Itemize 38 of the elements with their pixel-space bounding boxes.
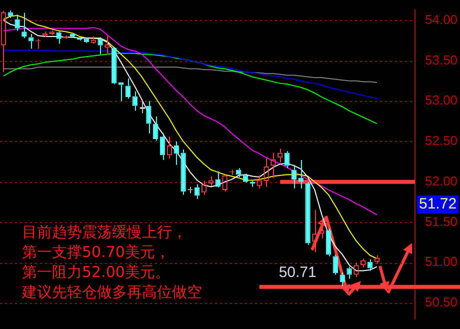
candlestick (291, 164, 297, 189)
candlestick (118, 82, 124, 102)
y-tick-label: 52.00 (425, 173, 458, 188)
y-tick-label: 51.00 (425, 254, 458, 270)
candlestick (14, 14, 20, 32)
candlestick (160, 132, 166, 161)
y-tick-label: 53.50 (425, 52, 458, 68)
candlestick (326, 228, 332, 257)
candlestick (132, 90, 138, 112)
annotation: 目前趋势震荡缓慢上行， (22, 222, 188, 242)
candlestick (180, 149, 186, 196)
candlestick (332, 254, 338, 276)
annotation: 51.72 (419, 196, 457, 213)
candlestick (146, 100, 152, 134)
candlestick (70, 32, 76, 38)
candlestick (56, 31, 62, 44)
annotation: 第一支撑50.70美元， (22, 242, 171, 262)
candlestick (305, 181, 310, 246)
candlestick (98, 36, 103, 55)
candlestick (8, 10, 13, 18)
candlestick (346, 266, 352, 280)
candlestick (22, 12, 27, 39)
y-tick-label: 54.00 (425, 12, 458, 27)
candlestick (112, 46, 117, 85)
y-tick-label: 52.50 (425, 133, 458, 148)
y-tick-label: 50.50 (425, 294, 458, 310)
annotation: 第一阻力52.00美元。 (22, 262, 171, 282)
y-tick-label: 53.00 (425, 92, 458, 108)
candlestick (298, 160, 304, 189)
annotation: 50.71 (278, 264, 316, 282)
candlestick (367, 258, 373, 272)
candlestick (139, 100, 146, 114)
candlestick (284, 150, 290, 169)
candlestick (28, 34, 34, 50)
annotation: 建议先轻仓做多再高位做空 (22, 282, 202, 302)
candlestick (153, 116, 158, 142)
candlestick (125, 78, 131, 100)
y-tick-label: 51.50 (425, 214, 458, 229)
